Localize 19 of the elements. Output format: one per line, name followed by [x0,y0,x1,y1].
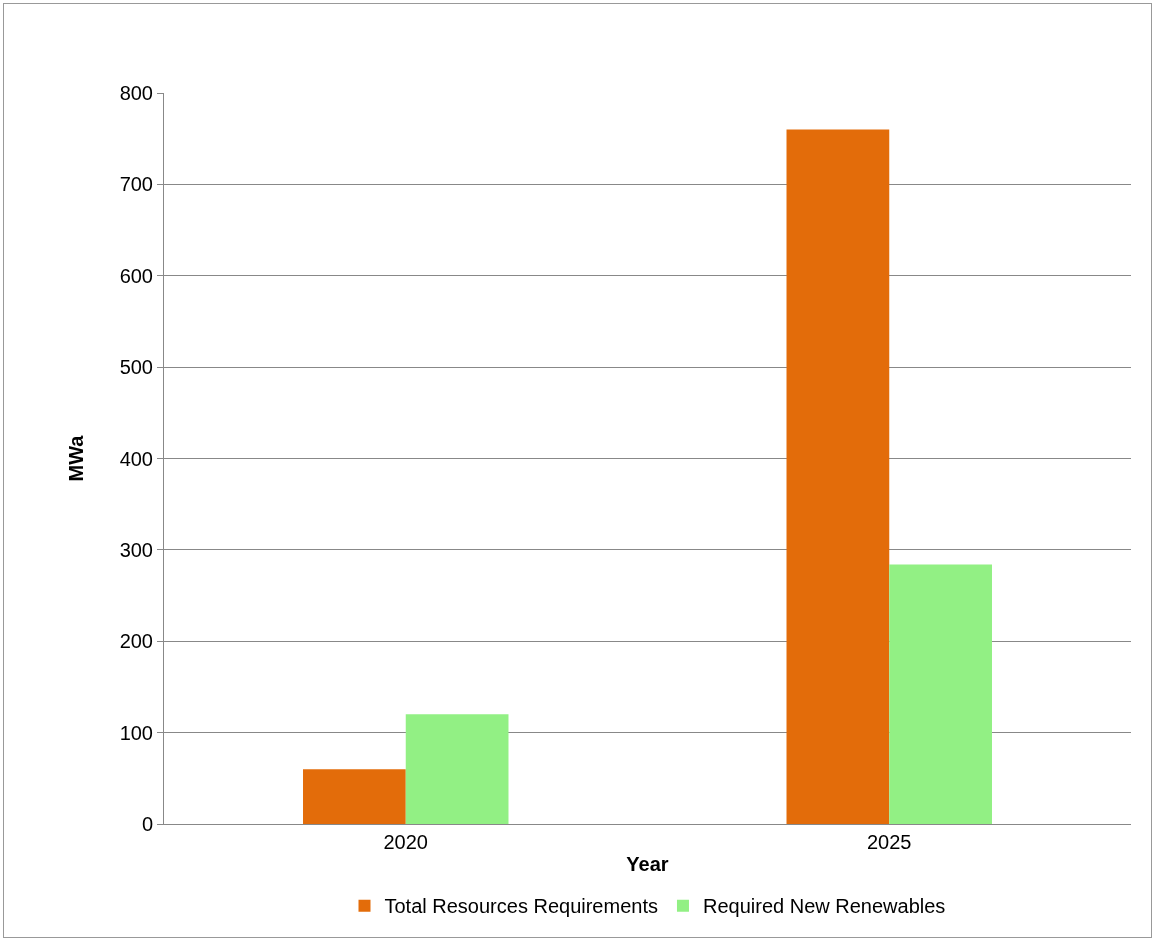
bar [303,769,406,824]
x-tick-label: 2025 [867,831,912,853]
y-tick-label: 800 [119,82,153,104]
x-axis-title: Year [626,852,669,875]
y-tick-label: 700 [119,173,153,196]
bar [889,564,992,824]
y-tick-label: 0 [141,813,153,835]
y-tick-label: 400 [119,447,153,470]
y-tick-label: 200 [119,630,153,653]
y-tick-label: 100 [119,721,153,744]
y-axis-title: MWa [65,434,88,482]
bar [786,129,890,824]
legend-label: Required New Renewables [702,895,946,918]
x-tick-label: 2020 [383,831,428,853]
legend-label: Total Resources Requirements [384,895,658,918]
y-tick-label: 300 [119,538,153,561]
y-tick-label: 500 [119,356,153,379]
y-tick-label: 600 [119,264,153,287]
bar [405,714,509,824]
